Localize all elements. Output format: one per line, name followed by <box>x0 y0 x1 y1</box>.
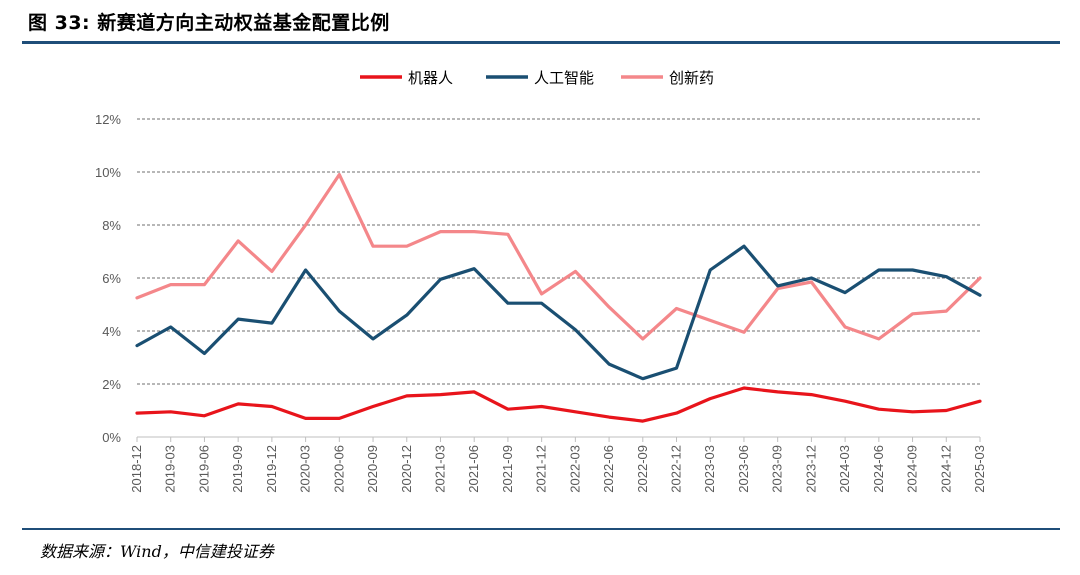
x-tick-label: 2022-09 <box>635 445 650 493</box>
legend-label: 人工智能 <box>534 69 594 87</box>
line-chart: 0%2%4%6%8%10%12% 2018-12 2019-03 2019-06 20… <box>95 69 987 493</box>
x-tick-label: 2020-09 <box>365 445 380 493</box>
x-tick-label: 2020-03 <box>298 445 313 493</box>
x-tick-label: 2019-09 <box>230 445 245 493</box>
x-tick-label: 2024-06 <box>871 445 886 493</box>
x-tick-label: 2018-12 <box>129 445 144 493</box>
y-tick-label: 0% <box>102 430 121 445</box>
series-lines <box>135 172 982 423</box>
x-tick-label: 2019-06 <box>196 445 211 493</box>
series-line-机器人 <box>135 386 982 423</box>
x-tick-label: 2023-12 <box>803 445 818 493</box>
series-line-人工智能 <box>135 244 982 381</box>
source-note: 数据来源：Wind，中信建投证券 <box>40 542 274 561</box>
y-tick-label: 4% <box>102 324 121 339</box>
x-tick-label: 2023-03 <box>702 445 717 493</box>
x-tick-label: 2024-09 <box>905 445 920 493</box>
x-tick-label: 2019-12 <box>264 445 279 493</box>
x-tick-label: 2020-12 <box>399 445 414 493</box>
x-tick-label: 2022-03 <box>567 445 582 493</box>
x-tick-label: 2021-03 <box>432 445 447 493</box>
x-tick-label: 2019-03 <box>163 445 178 493</box>
x-tick-label: 2025-03 <box>972 445 987 493</box>
grid-lines <box>137 118 980 438</box>
figure-title: 图 33: 新赛道方向主动权益基金配置比例 <box>28 12 390 34</box>
legend-label: 机器人 <box>408 69 453 87</box>
x-tick-label: 2021-06 <box>466 445 481 493</box>
x-axis-ticks: 2018-12 2019-03 2019-06 2019-09 2019-12 2020-… <box>129 437 987 493</box>
x-tick-label: 2022-06 <box>601 445 616 493</box>
top-rule <box>22 41 1060 44</box>
y-tick-label: 6% <box>102 271 121 286</box>
y-tick-label: 10% <box>95 165 121 180</box>
y-tick-label: 12% <box>95 112 121 127</box>
y-axis-ticks: 0% 2% 4% 6% 8% 10% 12% <box>95 112 121 445</box>
legend-label: 创新药 <box>669 69 714 87</box>
y-tick-label: 8% <box>102 218 121 233</box>
series-line-创新药 <box>135 172 982 341</box>
x-tick-label: 2021-09 <box>500 445 515 493</box>
x-tick-label: 2024-12 <box>938 445 953 493</box>
x-tick-label: 2020-06 <box>331 445 346 493</box>
bottom-rule <box>22 528 1060 530</box>
x-tick-label: 2023-09 <box>770 445 785 493</box>
x-tick-label: 2022-12 <box>669 445 684 493</box>
x-tick-label: 2024-03 <box>837 445 852 493</box>
legend: 机器人 人工智能 创新药 <box>360 69 714 87</box>
x-tick-label: 2023-06 <box>736 445 751 493</box>
x-tick-label: 2021-12 <box>534 445 549 493</box>
y-tick-label: 2% <box>102 377 121 392</box>
